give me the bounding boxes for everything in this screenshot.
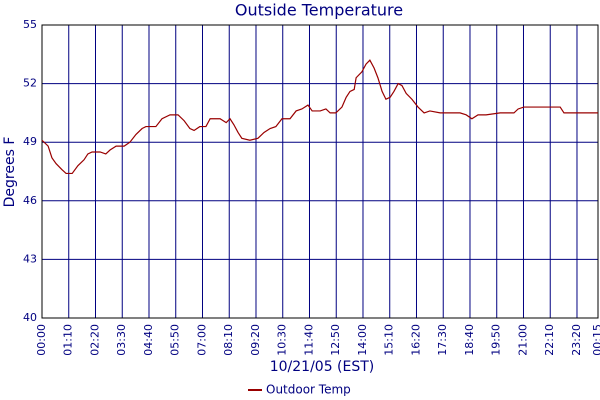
x-axis-label: 10/21/05 (EST) xyxy=(270,359,375,375)
x-tick-label: 05:50 xyxy=(169,324,182,356)
x-tick-label: 12:50 xyxy=(329,324,342,356)
x-tick-label: 04:40 xyxy=(142,324,155,356)
legend-label: Outdoor Temp xyxy=(266,383,351,397)
y-tick-label: 55 xyxy=(23,18,37,31)
x-tick-label: 08:10 xyxy=(222,324,235,356)
chart-title: Outside Temperature xyxy=(235,1,403,20)
x-tick-label: 22:10 xyxy=(543,324,556,356)
x-tick-label: 16:20 xyxy=(409,324,422,356)
x-tick-label: 00:00 xyxy=(35,324,48,356)
x-tick-label: 23:20 xyxy=(570,324,583,356)
plot-border xyxy=(41,24,599,319)
y-tick-label: 49 xyxy=(23,135,37,148)
x-tick-label: 09:20 xyxy=(249,324,262,356)
x-tick-label: 11:40 xyxy=(302,324,315,356)
x-tick-label: 19:50 xyxy=(490,324,503,356)
x-tick-label: 14:00 xyxy=(356,324,369,356)
x-tick-label: 02:20 xyxy=(88,324,101,356)
x-tick-label: 01:10 xyxy=(62,324,75,356)
y-axis-label: Degrees F xyxy=(2,137,18,208)
x-tick-label: 21:00 xyxy=(516,324,529,356)
x-tick-label: 17:30 xyxy=(436,324,449,356)
y-tick-label: 52 xyxy=(23,77,37,90)
x-tick-label: 10:30 xyxy=(276,324,289,356)
x-tick-label: 15:10 xyxy=(383,324,396,356)
y-tick-label: 43 xyxy=(23,252,37,265)
x-tick-label: 00:15 xyxy=(591,324,600,356)
y-tick-label: 40 xyxy=(23,311,37,324)
x-tick-label: 07:00 xyxy=(195,324,208,356)
x-tick-label: 03:30 xyxy=(115,324,128,356)
x-tick-label: 18:40 xyxy=(463,324,476,356)
data-line xyxy=(41,59,598,175)
y-tick-label: 46 xyxy=(23,194,37,207)
